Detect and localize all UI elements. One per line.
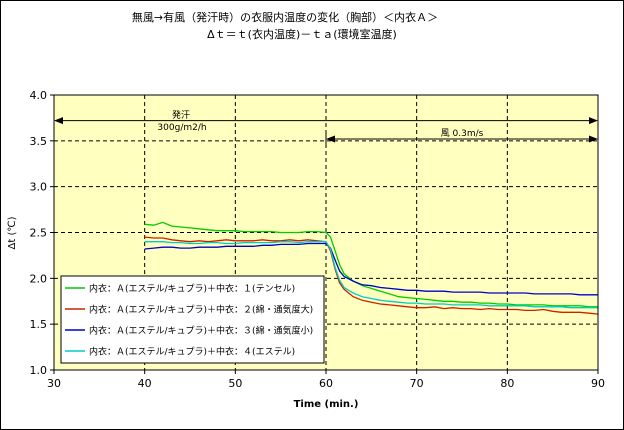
legend-label-1: 内衣：Ａ(エステル/キュプラ)＋中衣：１(テンセル) <box>89 283 295 295</box>
y-tick-label: 3.0 <box>30 181 48 194</box>
series-line-1 <box>144 221 598 308</box>
x-axis: 30 40 50 60 70 80 90 <box>47 370 605 390</box>
y-tick-label: 2.0 <box>30 272 48 285</box>
x-tick-label: 80 <box>500 377 514 390</box>
y-axis-label: Δt (℃) <box>7 216 18 249</box>
series-line-2 <box>144 236 599 315</box>
legend-box <box>60 275 325 364</box>
y-tick-label: 2.5 <box>30 227 48 240</box>
x-tick-label: 50 <box>228 377 242 390</box>
wind-annotation: 風 0.3m/s <box>441 128 484 139</box>
legend: 内衣：Ａ(エステル/キュプラ)＋中衣：１(テンセル) 内衣：Ａ(エステル/キュプラ… <box>60 275 325 364</box>
series-line-3 <box>144 242 598 296</box>
chart-title: 無風→有風（発汗時）の衣服内温度の変化（胸部）＜内衣Ａ＞ <box>132 10 438 24</box>
sweat-annotation: 発汗 <box>172 109 190 121</box>
y-axis: 1.0 1.5 2.0 2.5 3.0 3.5 4.0 <box>30 89 54 377</box>
legend-label-2: 内衣：Ａ(エステル/キュプラ)＋中衣：２(綿・通気度大) <box>89 304 313 316</box>
x-tick-label: 30 <box>47 377 61 390</box>
x-tick-label: 70 <box>410 377 424 390</box>
sweat-arrow-head-left <box>54 117 63 125</box>
sweat-rate-annotation: 300g/m2/h <box>157 123 206 133</box>
x-tick-label: 40 <box>138 377 152 390</box>
chart-subtitle: Δｔ＝ｔ(衣内温度)－ｔａ(環境室温度) <box>207 27 397 41</box>
y-tick-label: 1.5 <box>30 318 48 331</box>
legend-label-4: 内衣：Ａ(エステル/キュプラ)＋中衣：４(エステル) <box>89 346 295 358</box>
x-axis-label: Time (min.) <box>294 399 359 410</box>
sweat-arrow-head-right <box>589 117 598 125</box>
y-tick-label: 3.5 <box>30 135 48 148</box>
x-tick-label: 60 <box>319 377 333 390</box>
legend-label-3: 内衣：Ａ(エステル/キュプラ)＋中衣：３(綿・通気度小) <box>89 325 313 337</box>
y-tick-label: 4.0 <box>30 89 48 102</box>
wind-arrow-head-right <box>589 135 598 143</box>
x-tick-label: 90 <box>591 377 605 390</box>
wind-arrow-head-left <box>326 135 335 143</box>
y-tick-label: 1.0 <box>30 364 48 377</box>
series-line-4 <box>144 241 598 309</box>
